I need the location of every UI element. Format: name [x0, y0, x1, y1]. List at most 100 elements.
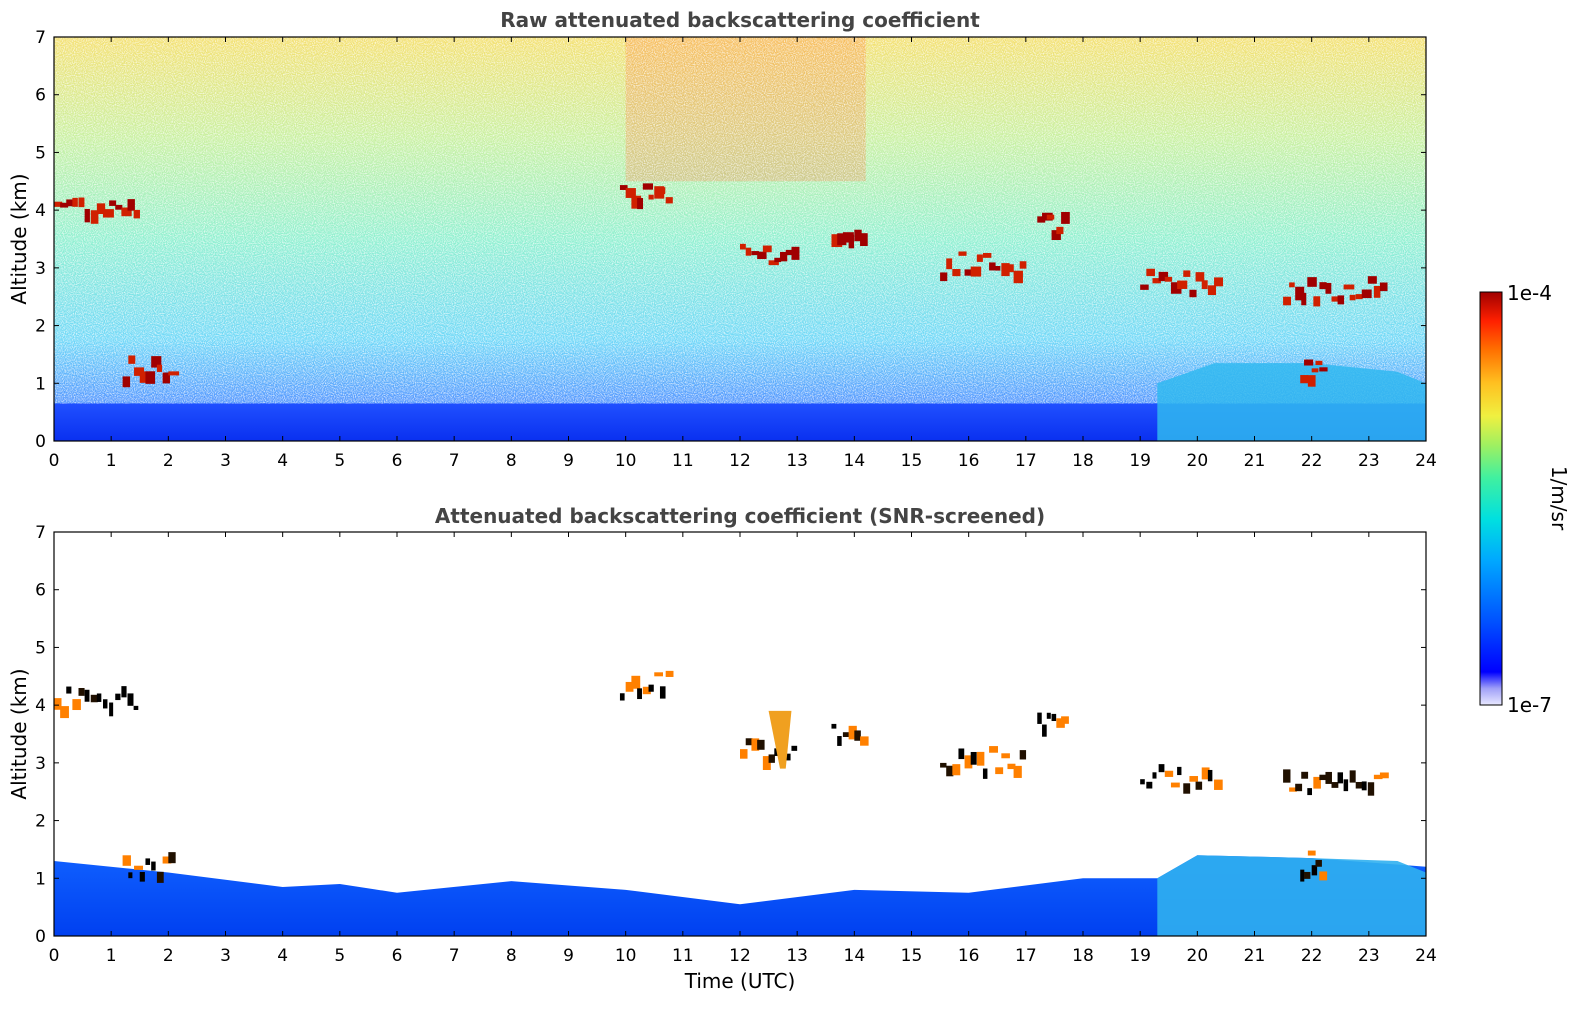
cloud-mark	[121, 207, 132, 217]
cloud-mark	[854, 730, 861, 741]
cloud-mark	[151, 356, 162, 368]
cloud-mark	[1051, 713, 1057, 722]
cloud-mark	[156, 364, 163, 372]
cloud-mark	[1183, 783, 1191, 794]
x-tick-label: 3	[220, 946, 231, 966]
cloud-mark	[860, 233, 868, 247]
cloud-mark	[780, 251, 788, 262]
cloud-mark	[751, 251, 759, 256]
x-tick-label: 4	[277, 451, 288, 471]
x-tick-label: 0	[49, 946, 60, 966]
x-tick-label: 6	[392, 451, 403, 471]
cloud-mark	[665, 197, 673, 204]
cloud-mark	[109, 200, 117, 206]
y-tick-label: 0	[35, 927, 46, 947]
cloud-mark	[1037, 216, 1046, 223]
cloud-mark	[139, 871, 145, 882]
cloud-mark	[842, 232, 854, 243]
x-tick-label: 11	[672, 451, 694, 471]
cloud-mark	[1379, 772, 1389, 779]
x-tick-label: 19	[1129, 451, 1151, 471]
cloud-mark	[1379, 282, 1388, 292]
cloud-mark	[995, 265, 1001, 271]
cloud-mark	[1056, 718, 1065, 728]
y-tick-label: 2	[35, 317, 46, 337]
x-tick-label: 21	[1244, 451, 1266, 471]
y-tick-label: 5	[35, 638, 46, 658]
cloud-mark	[860, 736, 869, 746]
cloud-mark	[1007, 763, 1016, 770]
cloud-mark	[757, 739, 765, 750]
cloud-mark	[168, 371, 180, 376]
cloud-mark	[54, 698, 62, 710]
cloud-mark	[133, 209, 140, 219]
cloud-mark	[659, 686, 666, 699]
cloud-mark	[654, 186, 665, 199]
cloud-mark	[66, 199, 74, 207]
colorbar-gradient	[1479, 291, 1503, 706]
cloud-mark	[145, 371, 156, 384]
x-tick-label: 2	[163, 451, 174, 471]
cloud-mark	[1311, 368, 1319, 373]
cloud-mark	[995, 767, 1004, 775]
cloud-mark	[84, 208, 90, 223]
cloud-mark	[774, 257, 782, 263]
x-tick-label: 24	[1415, 451, 1437, 471]
cloud-mark	[745, 738, 753, 746]
x-tick-label: 4	[277, 946, 288, 966]
cloud-mark	[842, 732, 850, 737]
cloud-mark	[762, 756, 771, 771]
top-chart-title: Raw attenuated backscattering coefficien…	[500, 8, 980, 32]
x-tick-label: 3	[220, 451, 231, 471]
cloud-mark	[1001, 753, 1010, 759]
x-tick-label: 8	[506, 946, 517, 966]
cloud-mark	[740, 243, 746, 250]
cloud-mark	[1289, 282, 1295, 288]
cloud-mark	[162, 856, 172, 864]
y-tick-label: 4	[35, 696, 46, 716]
cloud-mark	[1152, 278, 1161, 284]
cloud-mark	[1019, 261, 1027, 269]
y-tick-label: 6	[35, 86, 46, 106]
cloud-mark	[1195, 781, 1203, 790]
x-tick-label: 10	[615, 451, 637, 471]
cloud-mark	[1331, 296, 1338, 302]
cloud-mark	[1037, 712, 1042, 724]
colorbar-unit-label: 1/m/sr	[1547, 466, 1571, 531]
y-tick-label: 0	[35, 432, 46, 452]
cloud-mark	[1319, 367, 1328, 372]
cloud-mark	[1170, 282, 1182, 294]
cloud-mark	[757, 251, 767, 260]
cloud-mark	[96, 693, 102, 702]
x-tick-label: 12	[729, 451, 751, 471]
cloud-mark	[1207, 285, 1217, 296]
top-y-axis-label: Altitude (km)	[7, 173, 31, 304]
cloud-mark	[1013, 270, 1023, 284]
cloud-mark	[1189, 776, 1199, 782]
x-tick-label: 12	[729, 946, 751, 966]
x-tick-label: 18	[1072, 451, 1094, 471]
cloud-mark	[837, 736, 842, 746]
cloud-mark	[115, 204, 123, 210]
cloud-mark	[1355, 294, 1363, 300]
cloud-mark	[90, 694, 98, 703]
cloud-mark	[139, 371, 147, 383]
cloud-mark	[665, 670, 674, 677]
boundary-layer	[54, 855, 1426, 936]
x-tick-label: 9	[563, 946, 574, 966]
cloud-mark	[1313, 296, 1321, 307]
cloud-mark	[1319, 774, 1327, 781]
cloud-mark	[976, 254, 983, 262]
cloud-mark	[831, 234, 843, 248]
cloud-mark	[1367, 276, 1377, 284]
cloud-mark	[72, 197, 78, 207]
cloud-mark	[982, 768, 988, 779]
cloud-mark	[1051, 230, 1061, 241]
x-tick-label: 20	[1187, 451, 1209, 471]
cloud-mark	[791, 246, 800, 260]
cloud-mark	[625, 681, 634, 692]
cloud-mark	[133, 705, 139, 710]
x-tick-label: 6	[392, 946, 403, 966]
cloud-mark	[1183, 270, 1191, 277]
cloud-mark	[1158, 764, 1165, 773]
